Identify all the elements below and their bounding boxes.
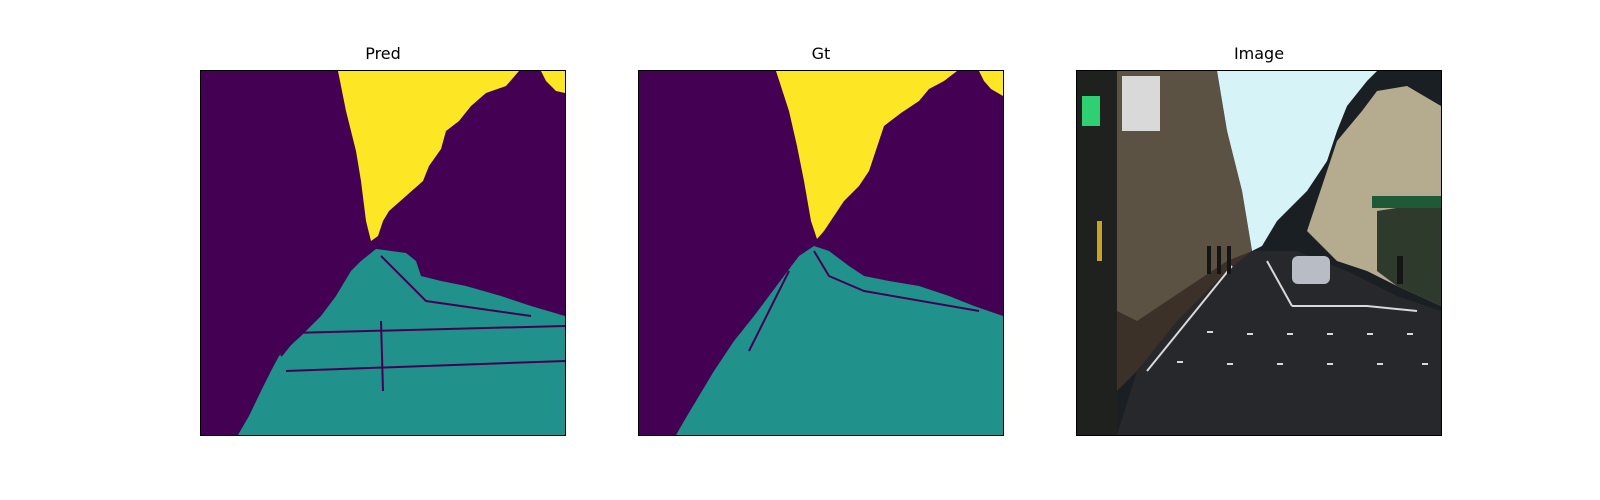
pred-mask xyxy=(200,70,566,436)
street-photo xyxy=(1076,70,1442,436)
pred-title: Pred xyxy=(365,44,401,63)
gt-title: Gt xyxy=(811,44,831,63)
gt-panel: Gt xyxy=(638,0,1004,500)
pred-panel: Pred xyxy=(200,0,566,500)
image-panel: Image xyxy=(1076,0,1442,500)
image-title: Image xyxy=(1233,44,1285,63)
gt-mask xyxy=(638,70,1004,436)
